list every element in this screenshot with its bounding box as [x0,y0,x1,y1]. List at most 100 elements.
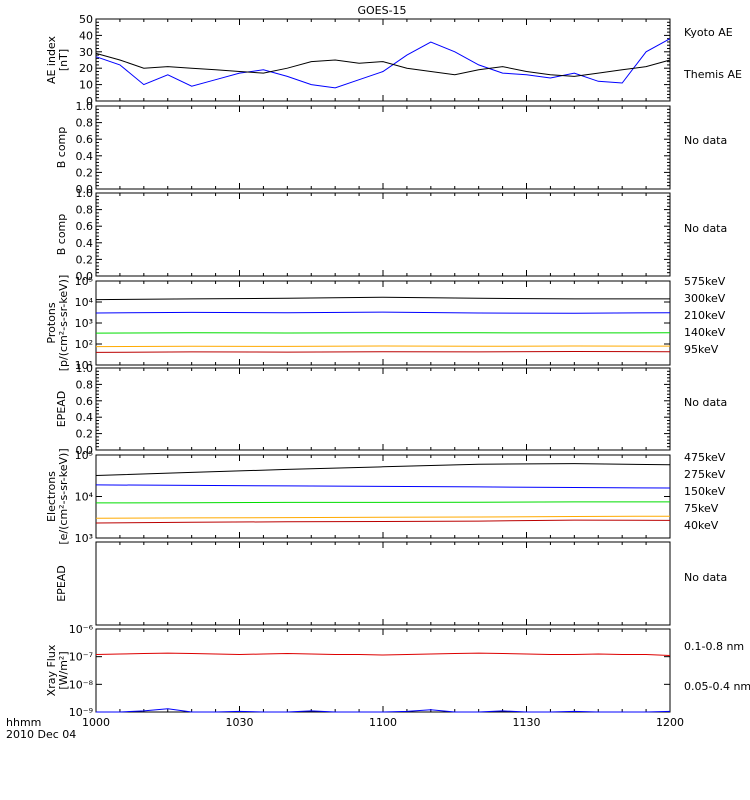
panel-frame [95,628,671,713]
legend-entry: 140keV [684,326,726,339]
y-tick-label: 10⁻⁶ [69,623,94,636]
legend-entry: Kyoto AE [684,26,733,39]
y-tick-label: 10⁴ [75,491,94,504]
series-line-300kev [95,345,671,348]
y-axis-label: EPEAD [55,565,68,602]
no-data-note: No data [684,134,727,147]
chart-panels: 0 10 20 30 40 50 AE index [nT] Kyoto AE Themis AE… [45,13,750,719]
legend-entry: 300keV [684,292,726,305]
y-axis-label: [p/(cm²-s-sr-keV)] [57,275,70,372]
y-axis-label: AE index [45,35,58,84]
panel-ae: 0 10 20 30 40 50 AE index [nT] Kyoto AE Themis AE [45,13,742,108]
y-axis-label: Protons [45,302,58,343]
chart-title: GOES-15 [357,4,406,17]
y-tick-label: 0.6 [76,395,94,408]
series-line-kyoto-ae [95,38,671,89]
series-line-475kev [95,519,671,524]
y-tick-label: 30 [79,46,93,59]
no-data-note: No data [684,396,727,409]
panel-epead2: EPEAD No data [55,541,727,626]
y-tick-label: 0.2 [76,253,94,266]
x-tick-label: 1000 [82,716,110,729]
y-tick-label: 0.8 [76,117,94,130]
x-tick-label: 1130 [513,716,541,729]
legend-entry: 0.05-0.4 nm [684,680,750,693]
series-line-0-05-0-4-nm [96,708,671,713]
legend-entry: 0.1-0.8 nm [684,640,744,653]
legend-entry: 75keV [684,502,719,515]
y-tick-label: 0.2 [76,428,94,441]
no-data-note: No data [684,222,727,235]
y-tick-label: 0.8 [76,378,94,391]
legend-entry: 40keV [684,519,719,532]
panel-frame [95,18,671,102]
y-tick-label: 20 [79,62,93,75]
footer-units: hhmm [6,716,41,729]
panel-b2: 0.0 0.2 0.4 0.6 0.8 1.0 B comp No data [55,187,727,283]
y-axis-label: EPEAD [55,391,68,428]
time-axis: 1000 1030 1100 1130 1200 [82,716,684,729]
x-tick-label: 1200 [656,716,684,729]
series-line-140kev [95,311,671,314]
panel-epead1: 0.0 0.2 0.4 0.6 0.8 1.0 EPEAD No data [55,362,727,457]
panel-b1: 0.0 0.2 0.4 0.6 0.8 1.0 B comp No data [55,100,727,196]
x-tick-label: 1030 [226,716,254,729]
series-line-themis-ae [95,52,671,77]
y-tick-label: 0.0 [76,270,94,283]
y-tick-label: 1.0 [76,100,94,113]
y-axis-label: [nT] [57,49,70,71]
y-axis-label: Xray Flux [45,644,58,696]
y-tick-label: 0.8 [76,204,94,217]
y-tick-label: 0.2 [76,166,94,179]
series-line-95kev [95,296,670,301]
panel-frame [95,541,671,626]
y-tick-label: 10⁵ [75,449,93,462]
legend-entry: Themis AE [683,68,742,81]
y-tick-label: 10⁵ [75,275,93,288]
y-axis-label: B comp [55,214,68,256]
y-tick-label: 0.0 [76,183,94,196]
panel-electrons: 10³ 10⁴ 10⁵ Electrons [e/(cm²-s-sr-keV)] 475k… [45,448,726,545]
panel-protons: 10¹ 10² 10³ 10⁴ 10⁵ Protons [p/(cm²-s-sr-keV)]… [45,275,726,372]
y-tick-label: 0.4 [76,237,94,250]
y-tick-label: 40 [79,29,93,42]
y-tick-label: 10¹ [75,359,93,372]
no-data-note: No data [684,571,727,584]
series-line-40kev [95,463,671,476]
panel-frame [95,192,671,277]
series-line-150kev [95,501,670,504]
y-tick-label: 10² [75,338,93,351]
panel-frame [95,367,671,451]
y-tick-label: 0.4 [76,411,94,424]
legend-entry: 475keV [684,451,726,464]
legend-entry: 95keV [684,343,719,356]
series-line-75kev [95,484,671,489]
x-tick-label: 1100 [369,716,397,729]
series-line-0-1-0-8-nm [95,652,671,656]
y-axis-label: [e/(cm²-s-sr-keV)] [57,448,70,544]
panel-frame [95,105,671,190]
y-tick-label: 0.4 [76,150,94,163]
y-tick-label: 10³ [75,532,93,545]
y-tick-label: 10⁻⁸ [69,678,94,691]
y-tick-label: 10³ [75,317,93,330]
y-tick-label: 10⁴ [75,296,94,309]
series-line-575kev [95,350,671,353]
panel-xray: 10⁻⁹ 10⁻⁸ 10⁻⁷ 10⁻⁶ Xray Flux [W/m²] 0.1-0.8 n… [45,623,750,719]
y-axis-label: [W/m²] [57,651,70,689]
legend-entry: 210keV [684,309,726,322]
panel-frame [95,454,671,539]
y-tick-label: 0.0 [76,444,94,457]
series-line-275kev [95,515,671,519]
y-axis-label: B comp [55,127,68,169]
y-tick-label: 10⁻⁷ [69,651,93,664]
footer-date: 2010 Dec 04 [6,728,76,741]
legend-entry: 150keV [684,485,726,498]
y-tick-label: 10 [79,79,93,92]
y-tick-label: 0 [86,95,93,108]
y-tick-label: 1.0 [76,187,94,200]
y-tick-label: 10⁻⁹ [69,706,93,719]
y-tick-label: 0.6 [76,220,94,233]
y-axis-label: Electrons [45,471,58,522]
